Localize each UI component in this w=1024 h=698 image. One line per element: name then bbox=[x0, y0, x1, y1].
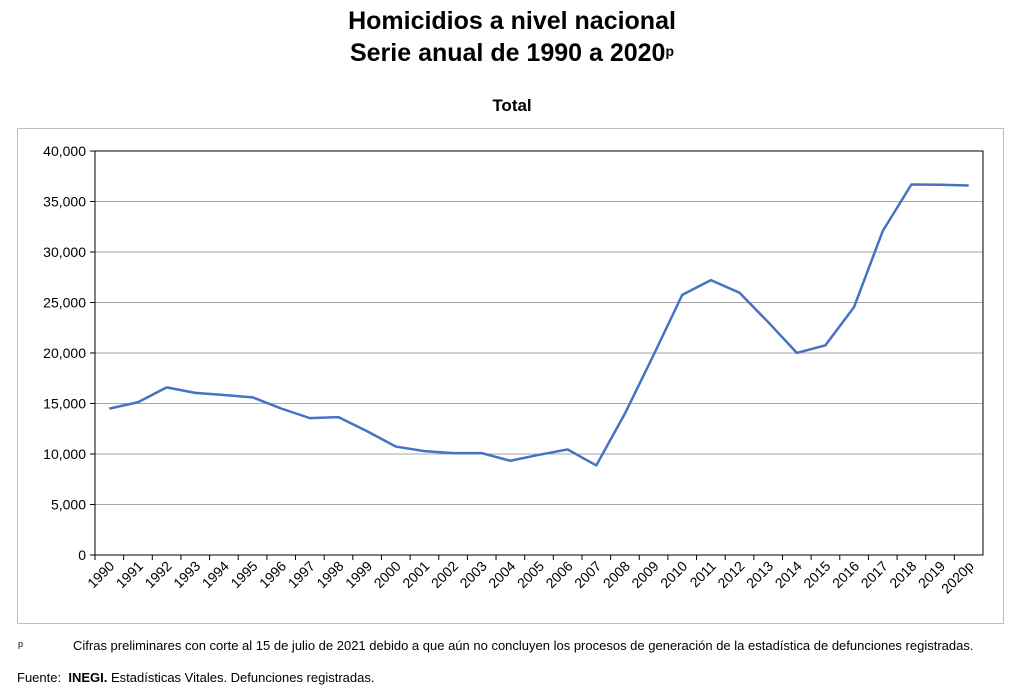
y-tick-label: 30,000 bbox=[43, 244, 86, 260]
y-tick-label: 25,000 bbox=[43, 295, 86, 311]
y-tick-label: 10,000 bbox=[43, 446, 86, 462]
x-tick-label: 2011 bbox=[686, 558, 719, 591]
source-label: Fuente: bbox=[17, 670, 62, 685]
y-tick-label: 0 bbox=[78, 547, 86, 563]
x-tick-label: 1991 bbox=[113, 558, 146, 591]
source-org: INEGI. bbox=[68, 670, 108, 685]
x-tick-label: 1996 bbox=[256, 558, 289, 591]
plot-area bbox=[94, 150, 984, 556]
x-tick-label: 2003 bbox=[456, 558, 489, 591]
x-tick-label: 2004 bbox=[485, 558, 518, 591]
x-tick-label: 2016 bbox=[829, 558, 862, 591]
footnote-text: Cifras preliminares con corte al 15 de j… bbox=[73, 638, 974, 653]
x-tick-label: 1998 bbox=[313, 558, 346, 591]
x-tick-label: 2018 bbox=[886, 558, 919, 591]
chart-title-line1: Homicidios a nivel nacional bbox=[348, 7, 676, 35]
x-tick-label: 2010 bbox=[657, 558, 690, 591]
x-tick-label: 1994 bbox=[199, 558, 232, 591]
series-line-total bbox=[109, 183, 969, 467]
source-text: Estadísticas Vitales. Defunciones regist… bbox=[110, 670, 375, 685]
x-tick-label: 1999 bbox=[342, 558, 375, 591]
x-tick-label: 1997 bbox=[285, 558, 318, 591]
x-tick-label: 2000 bbox=[371, 558, 404, 591]
title-text: Serie anual de 1990 a 2020 bbox=[349, 39, 666, 67]
chart-subtitle: Total bbox=[492, 96, 532, 115]
y-tick-label: 35,000 bbox=[43, 194, 86, 210]
x-tick-label: 2013 bbox=[743, 558, 776, 591]
x-tick-label: 2009 bbox=[628, 558, 661, 591]
x-tick-label: 1992 bbox=[141, 558, 174, 591]
title-superscript: p bbox=[665, 43, 675, 59]
x-tick-label: 2002 bbox=[428, 558, 461, 591]
y-tick-label: 5,000 bbox=[51, 497, 86, 513]
y-tick-label: 40,000 bbox=[43, 143, 86, 159]
x-tick-label: 2015 bbox=[800, 558, 833, 591]
x-tick-label: 2007 bbox=[571, 558, 604, 591]
x-tick-label: 2012 bbox=[714, 558, 747, 591]
x-tick-label: 2006 bbox=[542, 558, 575, 591]
y-tick-label: 15,000 bbox=[43, 396, 86, 412]
y-tick-label: 20,000 bbox=[43, 345, 86, 361]
x-tick-label: 2014 bbox=[772, 558, 805, 591]
chart-frame bbox=[17, 128, 1004, 624]
x-tick-label: 1993 bbox=[170, 558, 203, 591]
x-tick-label: 2020p bbox=[938, 558, 977, 597]
x-tick-label: 1995 bbox=[227, 558, 260, 591]
x-tick-label: 1990 bbox=[84, 558, 117, 591]
footnote-marker: p bbox=[18, 639, 24, 649]
x-tick-label: 2017 bbox=[858, 558, 891, 591]
x-tick-label: 2008 bbox=[600, 558, 633, 591]
x-tick-label: 2005 bbox=[514, 558, 547, 591]
chart-title-line2: Serie anual de 1990 a 2020p bbox=[0, 38, 1024, 68]
source-line: Fuente: INEGI. Estadísticas Vitales. Def… bbox=[17, 670, 374, 686]
x-tick-label: 2001 bbox=[399, 558, 432, 591]
